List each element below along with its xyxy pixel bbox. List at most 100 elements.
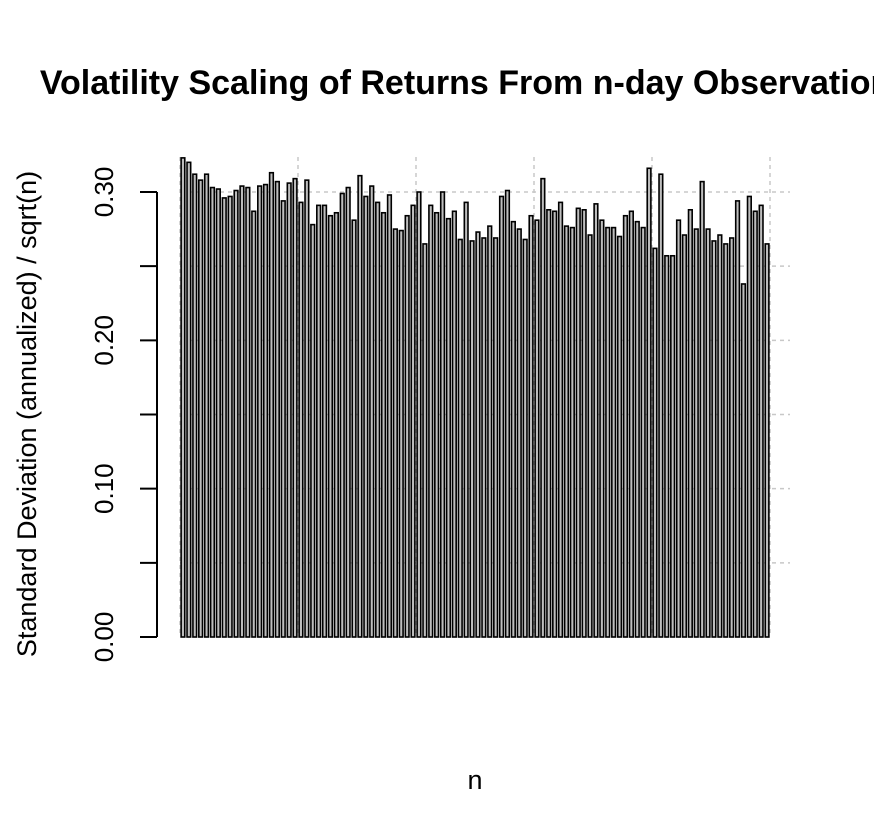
bar <box>599 219 605 638</box>
chart-title: Volatility Scaling of Returns From n-day… <box>40 64 874 102</box>
bar <box>445 217 452 638</box>
bar <box>487 225 493 638</box>
bar <box>357 174 363 638</box>
bar <box>463 201 469 638</box>
y-tick-label: 0.20 <box>89 315 119 366</box>
bar <box>239 185 245 638</box>
bar <box>516 228 522 638</box>
bar <box>304 179 310 638</box>
bar <box>286 182 292 638</box>
bar <box>552 210 558 638</box>
bar <box>729 237 735 638</box>
bar <box>245 186 251 638</box>
bar <box>209 186 216 638</box>
y-tick-label: 0.10 <box>89 463 119 514</box>
bar <box>693 228 699 638</box>
bar <box>581 209 587 638</box>
bar <box>203 173 210 638</box>
bar <box>333 211 339 638</box>
bar <box>416 191 422 638</box>
bar <box>699 180 705 638</box>
x-axis-label: n <box>467 765 482 795</box>
y-axis: 0.00 0.10 0.20 0.30 <box>89 167 158 663</box>
bar <box>221 197 227 638</box>
bar <box>652 247 658 638</box>
bar <box>640 226 646 638</box>
bar <box>705 228 711 638</box>
bar <box>398 229 404 638</box>
bar <box>493 237 499 638</box>
bar <box>469 240 475 638</box>
bar <box>481 237 487 638</box>
bar <box>758 204 764 638</box>
bar <box>658 173 664 638</box>
bar <box>422 243 428 638</box>
bar <box>404 214 410 638</box>
bar <box>321 204 328 638</box>
bar <box>634 220 640 638</box>
bar <box>528 214 534 638</box>
bar <box>257 185 263 638</box>
bar <box>534 219 540 638</box>
bar <box>262 183 269 638</box>
bar <box>628 210 634 638</box>
bar <box>351 219 357 638</box>
bar <box>233 189 239 638</box>
bar <box>664 254 670 638</box>
bar <box>369 185 375 638</box>
bar <box>310 223 316 638</box>
bar <box>316 204 322 638</box>
bar <box>215 188 221 638</box>
bar <box>711 240 717 638</box>
bar <box>546 209 552 638</box>
y-tick-label: 0.30 <box>89 167 119 218</box>
bar <box>605 226 611 638</box>
bar <box>280 200 286 638</box>
bar <box>540 177 546 638</box>
bar <box>392 228 398 638</box>
bar <box>675 219 682 638</box>
bar <box>475 231 481 638</box>
bar <box>723 243 729 638</box>
bar <box>363 195 369 638</box>
bar <box>681 234 688 638</box>
bar <box>557 201 564 638</box>
bar <box>274 180 280 638</box>
bar <box>410 204 416 638</box>
bar <box>339 192 345 638</box>
bar <box>734 200 741 638</box>
y-tick-label: 0.00 <box>89 612 119 663</box>
bar <box>434 211 440 638</box>
bar <box>345 186 351 638</box>
bar <box>717 234 723 638</box>
bar <box>670 254 676 638</box>
bar <box>510 220 516 638</box>
bar <box>746 195 752 638</box>
bar <box>198 179 204 638</box>
bar <box>268 171 275 638</box>
bar <box>563 225 570 638</box>
bar <box>622 214 629 638</box>
bars <box>180 157 770 638</box>
bar <box>593 203 599 638</box>
bar <box>227 195 233 638</box>
bar <box>587 234 593 638</box>
bar <box>386 194 393 638</box>
bar <box>504 189 511 638</box>
bar <box>740 283 747 638</box>
bar <box>498 195 505 638</box>
bar <box>616 235 623 638</box>
bar <box>180 157 186 638</box>
bar <box>687 209 693 638</box>
bar <box>457 238 463 638</box>
bar <box>192 173 198 638</box>
bar <box>251 210 257 638</box>
bar <box>451 210 457 638</box>
bar <box>298 201 304 638</box>
bar <box>764 243 770 638</box>
bar <box>522 238 528 638</box>
bar <box>575 207 581 638</box>
bar <box>752 210 758 638</box>
bar <box>292 177 298 638</box>
